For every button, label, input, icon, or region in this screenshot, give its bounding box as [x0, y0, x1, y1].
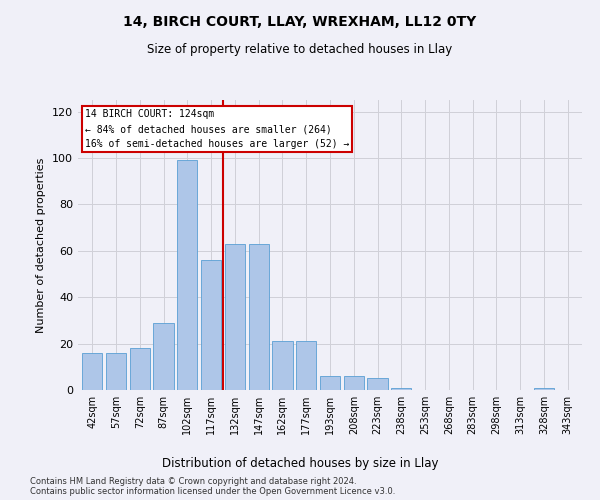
Bar — [248, 244, 269, 390]
Text: Distribution of detached houses by size in Llay: Distribution of detached houses by size … — [162, 458, 438, 470]
Bar — [106, 353, 126, 390]
Y-axis label: Number of detached properties: Number of detached properties — [37, 158, 46, 332]
Bar — [344, 376, 364, 390]
Text: Size of property relative to detached houses in Llay: Size of property relative to detached ho… — [148, 42, 452, 56]
Bar — [320, 376, 340, 390]
Text: 14 BIRCH COURT: 124sqm
← 84% of detached houses are smaller (264)
16% of semi-de: 14 BIRCH COURT: 124sqm ← 84% of detached… — [85, 110, 350, 149]
Bar — [177, 160, 197, 390]
Bar — [296, 342, 316, 390]
Bar — [367, 378, 388, 390]
Bar — [534, 388, 554, 390]
Bar — [201, 260, 221, 390]
Text: Contains public sector information licensed under the Open Government Licence v3: Contains public sector information licen… — [30, 488, 395, 496]
Bar — [225, 244, 245, 390]
Text: Contains HM Land Registry data © Crown copyright and database right 2024.: Contains HM Land Registry data © Crown c… — [30, 478, 356, 486]
Bar — [391, 388, 412, 390]
Bar — [130, 348, 150, 390]
Text: 14, BIRCH COURT, LLAY, WREXHAM, LL12 0TY: 14, BIRCH COURT, LLAY, WREXHAM, LL12 0TY — [124, 15, 476, 29]
Bar — [154, 322, 173, 390]
Bar — [272, 342, 293, 390]
Bar — [82, 353, 103, 390]
